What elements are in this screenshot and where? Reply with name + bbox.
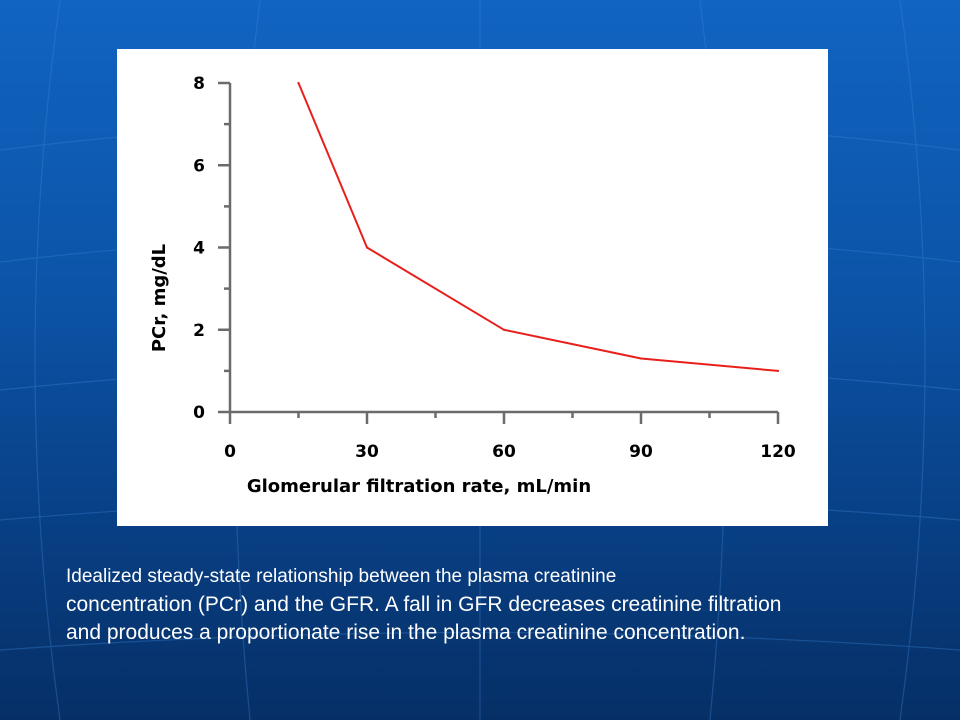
data-point <box>502 328 506 331</box>
x-tick-label: 30 <box>355 442 379 462</box>
x-tick-label: 0 <box>224 442 236 462</box>
y-tick-label: 4 <box>193 239 205 259</box>
y-tick-label: 6 <box>193 156 205 176</box>
line-chart: 0 2 4 6 8 0 30 60 90 120 Glomerular filtration ra… <box>149 74 796 497</box>
x-axis-title: Glomerular filtration rate, mL/min <box>247 476 591 497</box>
chart-series <box>297 81 780 372</box>
data-point <box>365 246 369 249</box>
x-tick-label: 120 <box>760 442 796 462</box>
caption-line-2: concentration (PCr) and the GFR. A fall … <box>66 593 782 616</box>
y-tick-label: 0 <box>193 403 205 423</box>
slide-caption: Idealized steady-state relationship betw… <box>66 563 926 647</box>
y-tick-label: 2 <box>193 321 205 341</box>
data-point <box>776 369 780 372</box>
y-tick-label: 8 <box>193 74 205 94</box>
caption-line-1: Idealized steady-state relationship betw… <box>66 566 617 587</box>
data-point <box>639 357 643 360</box>
chart-axes: 0 2 4 6 8 0 30 60 90 120 <box>193 74 796 462</box>
chart-panel: 0 2 4 6 8 0 30 60 90 120 Glomerular filtration ra… <box>117 49 828 526</box>
data-point <box>297 81 300 85</box>
y-axis-title: PCr, mg/dL <box>149 244 170 352</box>
caption-line-3: and produces a proportionate rise in the… <box>66 621 746 644</box>
x-tick-label: 60 <box>492 442 516 462</box>
series-line-pcr <box>297 82 779 372</box>
x-tick-label: 90 <box>629 442 653 462</box>
